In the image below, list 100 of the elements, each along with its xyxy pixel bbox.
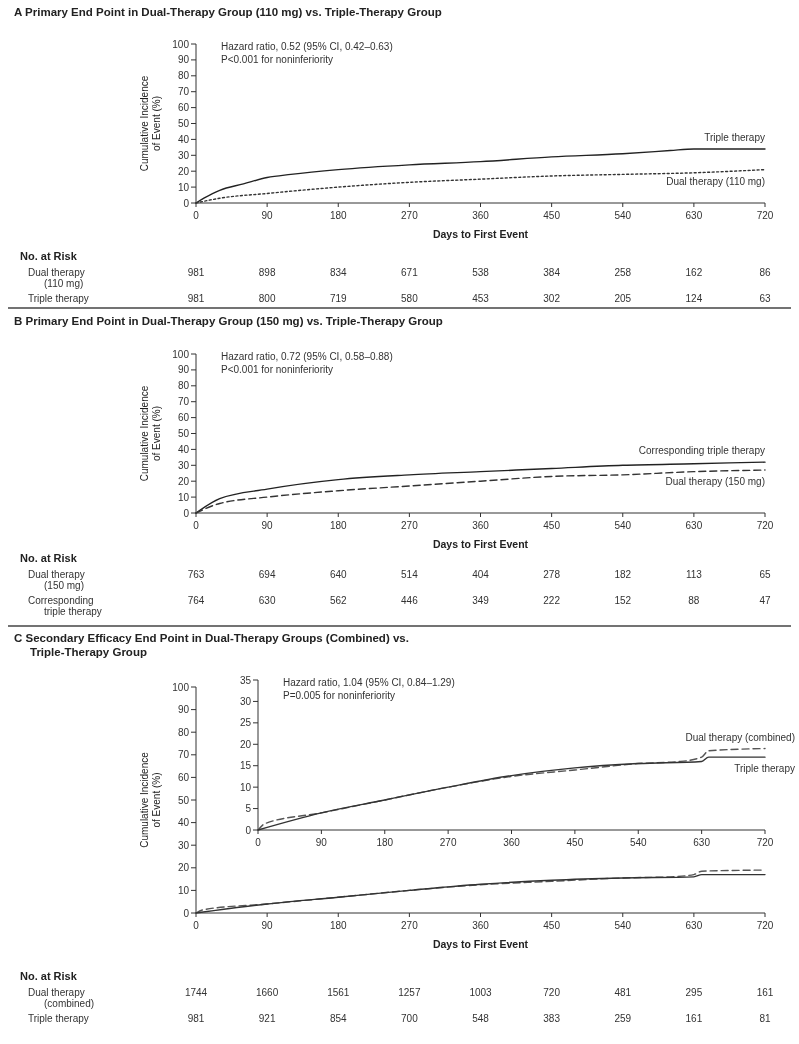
text: 1561 bbox=[327, 987, 350, 998]
series-label: Dual therapy (150 mg) bbox=[665, 476, 765, 488]
y-tick-label: 0 bbox=[183, 507, 190, 519]
text: 47 bbox=[759, 595, 771, 606]
text: 1003 bbox=[469, 987, 493, 998]
text: Triple therapy bbox=[28, 293, 89, 304]
text: 161 bbox=[756, 987, 774, 998]
y-tick-label: 15 bbox=[239, 760, 252, 772]
y-axis-title: Cumulative Incidence of Event (%) bbox=[139, 385, 162, 482]
y-tick-label: 50 bbox=[177, 428, 190, 439]
text: 278 bbox=[543, 569, 561, 580]
x-tick-label: 0 bbox=[193, 520, 200, 531]
y-tick-label: 30 bbox=[177, 149, 190, 161]
y-tick-label: 80 bbox=[177, 70, 190, 82]
chart-title: B Primary End Point in Dual-Therapy Group (150 mg) vs. Triple-Therapy Group bbox=[14, 315, 443, 327]
y-tick-label: 20 bbox=[177, 862, 190, 874]
y-tick-label: 40 bbox=[177, 817, 190, 829]
y-tick-label: 5 bbox=[245, 803, 252, 815]
y-tick-label: 70 bbox=[177, 749, 190, 761]
x-tick-label: 360 bbox=[472, 210, 490, 221]
y-tick-label: 30 bbox=[177, 459, 190, 471]
y-tick-label: 10 bbox=[177, 491, 190, 503]
text: 719 bbox=[329, 293, 348, 304]
x-tick-label: 270 bbox=[439, 837, 457, 848]
y-tick-label: 20 bbox=[239, 738, 252, 750]
y-tick-label: 80 bbox=[177, 380, 190, 392]
x-tick-label: 360 bbox=[472, 520, 490, 531]
text: 981 bbox=[187, 293, 205, 304]
y-tick-label: 30 bbox=[239, 695, 252, 707]
y-axis-title: Cumulative Incidence of Event (%) bbox=[139, 751, 162, 848]
x-tick-label: 720 bbox=[756, 837, 774, 848]
x-tick-label: 450 bbox=[543, 210, 561, 221]
x-tick-label: 180 bbox=[329, 210, 348, 221]
text: 384 bbox=[543, 267, 561, 278]
y-axis-title: Cumulative Incidence of Event (%) bbox=[139, 75, 162, 172]
x-tick-label: 270 bbox=[401, 920, 419, 931]
x-tick-label: 0 bbox=[255, 837, 262, 848]
x-tick-label: 450 bbox=[566, 837, 584, 848]
y-tick-label: 80 bbox=[177, 726, 190, 738]
x-tick-label: 0 bbox=[193, 920, 200, 931]
y-tick-label: 20 bbox=[177, 165, 190, 177]
chart-title: A Primary End Point in Dual-Therapy Group (110 mg) vs. Triple-Therapy Group bbox=[14, 6, 442, 18]
text: 182 bbox=[614, 569, 632, 580]
annotation: P=0.005 for noninferiority bbox=[283, 689, 396, 701]
y-tick-label: 60 bbox=[177, 771, 190, 783]
x-tick-label: 270 bbox=[401, 520, 419, 531]
text: 671 bbox=[401, 267, 419, 278]
text: 295 bbox=[685, 987, 703, 998]
text: 258 bbox=[614, 267, 632, 278]
x-tick-label: 90 bbox=[261, 520, 274, 531]
y-tick-label: 70 bbox=[177, 86, 190, 98]
text: Triple therapy bbox=[28, 1013, 89, 1024]
y-tick-label: 0 bbox=[245, 824, 252, 836]
text: Corresponding triple therapy bbox=[28, 595, 102, 617]
text: 152 bbox=[614, 595, 632, 606]
x-tick-label: 360 bbox=[503, 837, 521, 848]
x-axis-title: Days to First Event bbox=[432, 938, 529, 950]
text: 1744 bbox=[184, 987, 208, 998]
text: Dual therapy (110 mg) bbox=[28, 267, 85, 289]
text: 162 bbox=[685, 267, 703, 278]
text: 538 bbox=[472, 267, 490, 278]
text: 700 bbox=[401, 1013, 419, 1024]
text: Dual therapy (150 mg) bbox=[28, 569, 85, 591]
x-tick-label: 360 bbox=[472, 920, 490, 931]
series-label: Dual therapy (110 mg) bbox=[666, 175, 765, 187]
y-tick-label: 40 bbox=[177, 133, 190, 145]
text: 222 bbox=[543, 595, 561, 606]
annotation: Hazard ratio, 0.52 (95% CI, 0.42–0.63) bbox=[221, 40, 393, 52]
y-tick-label: 30 bbox=[177, 839, 190, 851]
series-label: Corresponding triple therapy bbox=[638, 445, 765, 457]
x-tick-label: 0 bbox=[193, 210, 200, 221]
y-tick-label: 40 bbox=[177, 443, 190, 455]
text: 562 bbox=[329, 595, 348, 606]
x-tick-label: 630 bbox=[693, 837, 711, 848]
x-tick-label: 90 bbox=[261, 920, 274, 931]
y-tick-label: 0 bbox=[183, 197, 190, 209]
text: 1660 bbox=[256, 987, 279, 998]
text: 446 bbox=[401, 595, 419, 606]
x-tick-label: 540 bbox=[614, 920, 632, 931]
chart-title: C Secondary Efficacy End Point in Dual-Therapy Groups (Combined) vs. Triple-Therapy Group bbox=[14, 632, 409, 658]
y-tick-label: 50 bbox=[177, 794, 190, 806]
y-tick-label: 90 bbox=[177, 704, 190, 716]
x-tick-label: 540 bbox=[629, 837, 648, 848]
text: 63 bbox=[759, 293, 771, 304]
text: 404 bbox=[472, 569, 490, 580]
text: 763 bbox=[187, 569, 205, 580]
annotation: Hazard ratio, 1.04 (95% CI, 0.84–1.29) bbox=[283, 676, 455, 688]
text: 898 bbox=[258, 267, 276, 278]
text: 981 bbox=[187, 267, 205, 278]
text: No. at Risk bbox=[20, 970, 78, 982]
text: No. at Risk bbox=[20, 552, 78, 564]
y-tick-label: 35 bbox=[239, 674, 252, 686]
text: 514 bbox=[401, 569, 419, 580]
text: 124 bbox=[685, 293, 703, 304]
x-tick-label: 630 bbox=[685, 520, 703, 531]
annotation: P<0.001 for noninferiority bbox=[221, 363, 334, 375]
y-tick-label: 25 bbox=[239, 717, 252, 729]
text: 834 bbox=[329, 267, 348, 278]
text: 259 bbox=[614, 1013, 632, 1024]
series-label: Triple therapy bbox=[704, 131, 765, 143]
